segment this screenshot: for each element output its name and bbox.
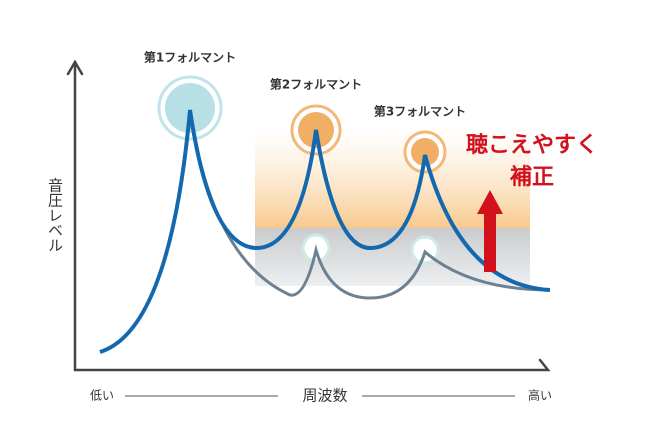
formant-label: 第3フォルマント — [374, 104, 466, 119]
axes — [66, 59, 551, 372]
y-axis-label: 音圧レベル — [46, 178, 64, 253]
boost-arrow — [477, 190, 503, 272]
annotation: 聴こえやすく — [466, 133, 598, 158]
corrected-curve — [99, 109, 551, 354]
original-curve — [188, 109, 551, 300]
x-low-label: 低い — [90, 389, 114, 403]
formant-label: 第2フォルマント — [270, 77, 362, 92]
annotation: 補正 — [509, 164, 554, 190]
x-high-label: 高い — [528, 388, 552, 403]
x-axis-label: 周波数 — [302, 387, 347, 405]
formant-label: 第1フォルマント — [144, 50, 236, 65]
